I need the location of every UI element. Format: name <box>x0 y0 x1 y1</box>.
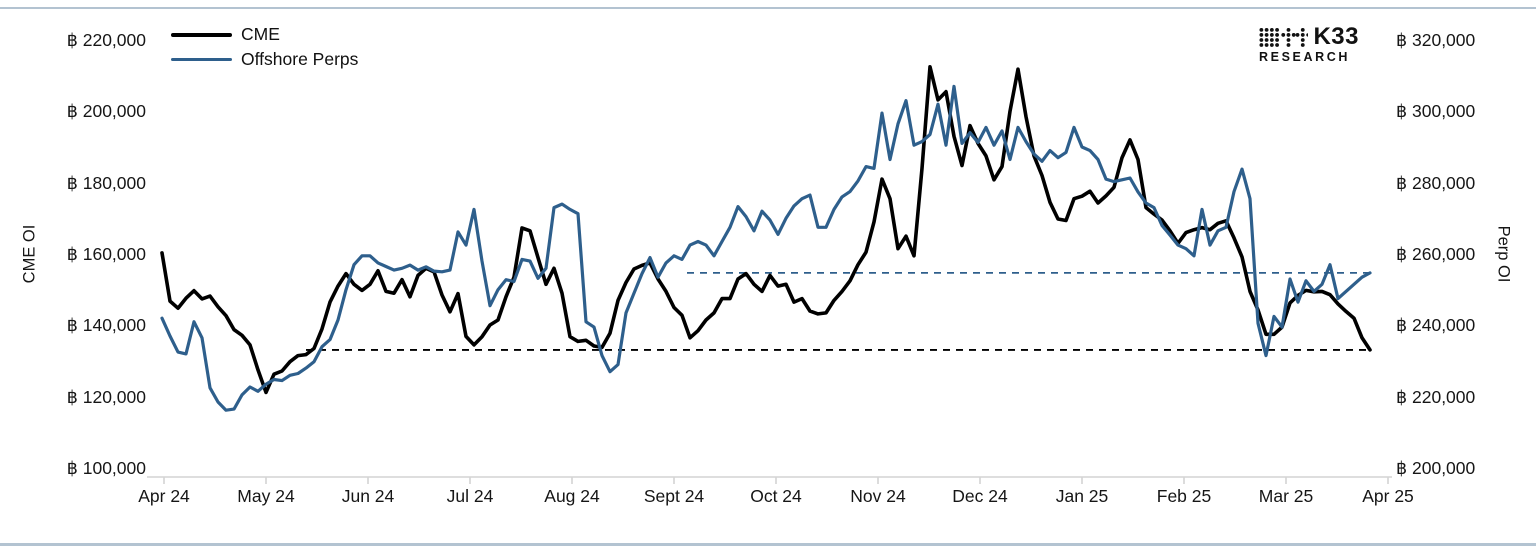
brand-subtitle: RESEARCH <box>1259 50 1350 64</box>
k33-dot-matrix-icon <box>1259 27 1309 47</box>
right-axis-title: Perp OI <box>1494 225 1513 283</box>
offshore-perps-line-swatch <box>171 57 232 62</box>
cme-line <box>160 65 1372 395</box>
brand-name: K33 <box>1313 23 1359 50</box>
legend-item-offshore-perps: Offshore Perps <box>171 47 358 72</box>
left-axis-title: CME OI <box>20 224 39 284</box>
legend-label-offshore-perps: Offshore Perps <box>241 49 359 69</box>
legend-item-cme: CME <box>171 22 358 47</box>
bottom-border-rule <box>0 543 1536 546</box>
top-border-rule <box>0 7 1536 9</box>
cme-line-swatch <box>171 32 232 37</box>
k33-research-logo: K33 RESEARCH <box>1259 23 1359 65</box>
legend-label-cme: CME <box>241 24 280 44</box>
chart-legend: CME Offshore Perps <box>171 22 358 72</box>
offshore-perps-line <box>160 84 1372 412</box>
